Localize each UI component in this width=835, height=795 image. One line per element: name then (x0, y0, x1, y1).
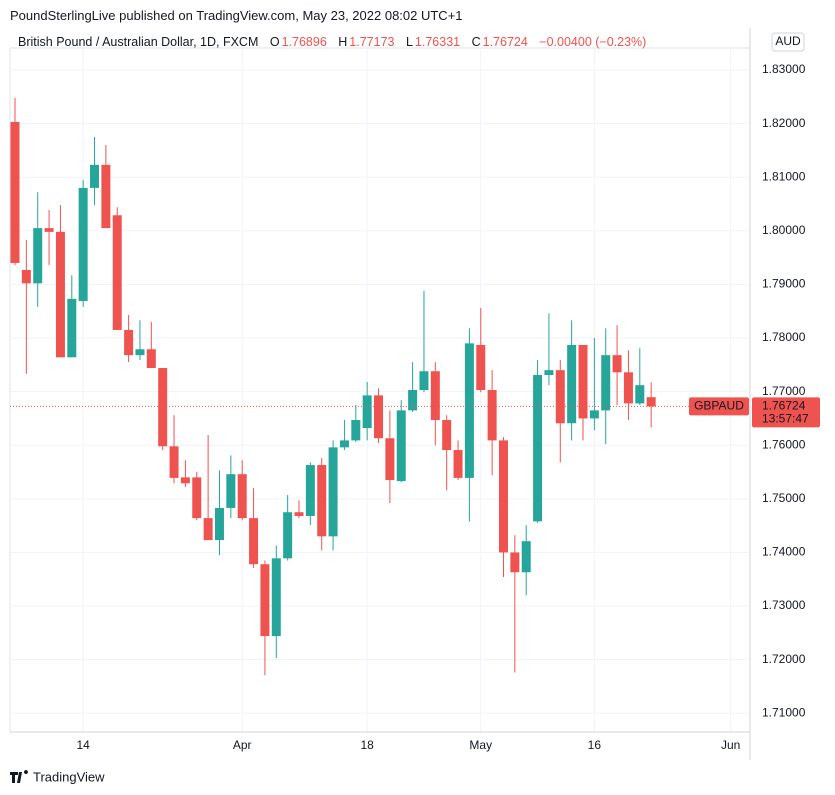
candle-body (453, 450, 463, 478)
candle-body (135, 349, 145, 356)
candle-body (430, 371, 440, 421)
candle-body (294, 512, 304, 516)
y-tick-label: 1.71000 (762, 705, 806, 719)
candle-body (203, 518, 213, 541)
candle-body (442, 420, 452, 451)
candle-body (44, 228, 54, 232)
ohlc-key: L (405, 35, 413, 49)
y-tick-label: 1.80000 (762, 223, 806, 237)
instrument: British Pound / Australian Dollar, 1D, F… (18, 35, 259, 49)
candle-body (374, 395, 384, 439)
candle-body (33, 228, 43, 284)
ohlc-value: 1.77173 (349, 35, 395, 49)
candle-body (419, 371, 429, 390)
countdown: 13:57:47 (762, 412, 809, 426)
currency-box (771, 32, 805, 52)
candle-body (601, 355, 611, 411)
y-tick-label: 1.81000 (762, 169, 806, 183)
y-tick-label: 1.76000 (762, 437, 806, 451)
y-tick-label: 1.83000 (762, 62, 806, 76)
candle-body (612, 355, 622, 373)
candle-body (21, 269, 31, 284)
candle-body (555, 370, 565, 424)
candle-body (567, 344, 577, 424)
candle-body (317, 465, 327, 537)
candle-body (351, 420, 361, 441)
candle-body (10, 121, 20, 263)
candle-body (67, 298, 77, 358)
y-tick-label: 1.73000 (762, 598, 806, 612)
candle-body (55, 231, 65, 358)
candle-body (339, 440, 349, 448)
candle-body (260, 564, 270, 637)
candle-body (180, 477, 190, 484)
ohlc-value: 1.76724 (482, 35, 528, 49)
candle-body (305, 465, 315, 516)
candle-body (146, 349, 156, 369)
candle-body (328, 447, 338, 537)
x-tick-label: May (469, 738, 492, 752)
candle-body (533, 374, 543, 522)
ohlc-key: H (338, 35, 348, 49)
candle-body (476, 344, 486, 390)
x-tick-label: 18 (360, 738, 374, 752)
change: −0.00400 (−0.23%) (539, 35, 647, 49)
x-tick-label: Apr (233, 738, 252, 752)
candle-body (635, 385, 645, 404)
candle-body (237, 474, 247, 519)
candle-body (226, 474, 236, 508)
candle-body (271, 558, 281, 637)
candle-body (112, 215, 122, 330)
y-tick-label: 1.78000 (762, 330, 806, 344)
candle-body (544, 370, 554, 375)
candle-body (578, 344, 588, 419)
ohlc-value: 1.76331 (414, 35, 461, 49)
candle-body (510, 552, 520, 573)
x-tick-label: 16 (588, 738, 602, 752)
candle-body (464, 343, 474, 478)
candle-body (362, 395, 372, 429)
legend: British Pound / Australian Dollar, 1D, F… (18, 35, 654, 49)
candle-body (214, 507, 224, 541)
x-tick-label: Jun (721, 738, 740, 752)
publish-header: PoundSterlingLive published on TradingVi… (10, 8, 463, 23)
y-tick-label: 1.75000 (762, 491, 806, 505)
candle-body (385, 438, 395, 481)
candle-body (101, 164, 111, 229)
candle-body (623, 372, 633, 404)
candle-body (396, 410, 406, 482)
candle-body (192, 477, 202, 519)
brand-logo (10, 770, 28, 783)
ohlc-key: O (269, 35, 280, 49)
y-tick-label: 1.74000 (762, 545, 806, 559)
candle-body (498, 440, 508, 553)
x-tick-label: 14 (76, 738, 90, 752)
candle-body (78, 187, 88, 302)
candle-body (408, 390, 418, 411)
y-tick-label: 1.82000 (762, 116, 806, 130)
candle-body (158, 368, 168, 447)
price-tag (752, 397, 820, 428)
candle-body (487, 390, 497, 441)
ohlc-key: C (471, 35, 481, 49)
candle-body (646, 397, 656, 407)
currency: AUD (775, 34, 801, 48)
y-tick-label: 1.79000 (762, 277, 806, 291)
candle-body (521, 541, 531, 573)
y-tick-label: 1.77000 (762, 384, 806, 398)
y-tick-label: 1.72000 (762, 652, 806, 666)
candle-body (169, 446, 179, 478)
candle-body (283, 512, 293, 559)
symbol: GBPAUD (694, 399, 744, 413)
ohlc-value: 1.76896 (281, 35, 327, 49)
brand: TradingView (33, 769, 105, 784)
candle-body (589, 410, 599, 419)
candle-body (90, 164, 100, 188)
candle-body (249, 518, 259, 565)
candle-body (124, 329, 134, 356)
price-tag-value: 1.76724 (762, 399, 806, 413)
symbol-tag (689, 397, 749, 416)
